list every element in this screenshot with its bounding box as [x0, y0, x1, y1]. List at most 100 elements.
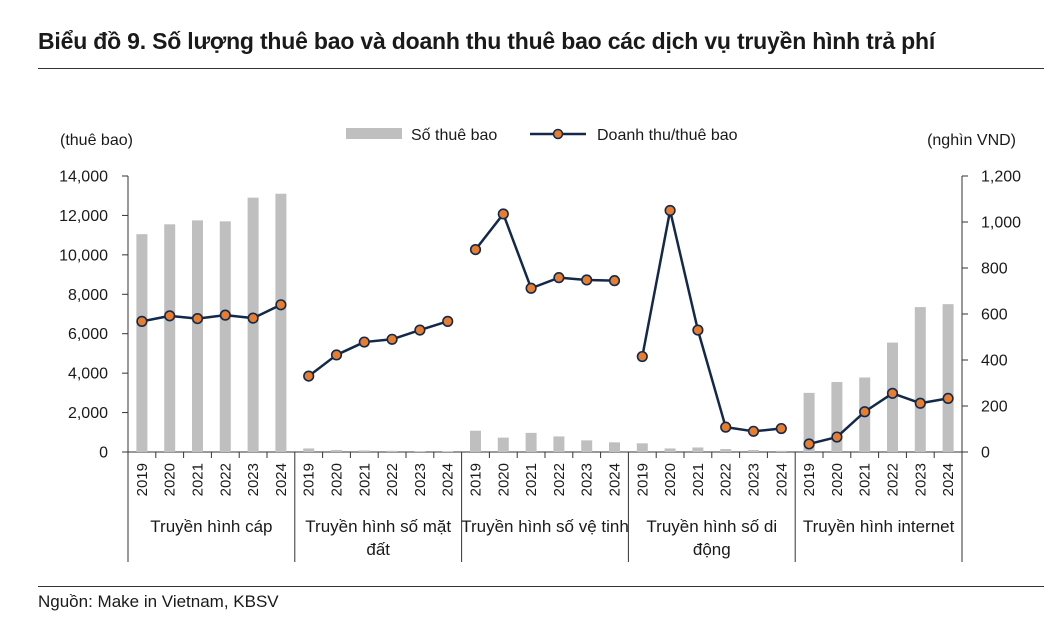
revenue-line: [141, 303, 282, 323]
revenue-point: [608, 275, 621, 287]
group-label: Truyền hình số vệ tinh: [461, 517, 629, 536]
year-label: 2019: [801, 463, 818, 496]
revenue-point: [747, 425, 760, 437]
source-divider: [38, 586, 1044, 587]
subscriber-bar: [386, 450, 398, 452]
year-label: 2021: [356, 463, 373, 496]
revenue-point: [914, 397, 926, 409]
revenue-point: [219, 309, 231, 321]
year-label: 2022: [551, 463, 568, 496]
revenue-point: [414, 324, 426, 336]
source-note: Nguồn: Make in Vietnam, KBSV: [38, 592, 279, 611]
subscriber-bar: [664, 448, 676, 452]
group-label: Truyền hình số mặt: [305, 517, 451, 536]
right-tick-label: 400: [981, 353, 1008, 370]
revenue-line: [474, 212, 615, 290]
subscriber-bar: [803, 392, 815, 452]
group-label: Truyền hình cáp: [150, 517, 272, 536]
year-label: 2021: [690, 463, 707, 496]
subscriber-bar: [748, 450, 759, 452]
subscriber-bar: [219, 221, 231, 452]
year-label: 2021: [523, 463, 540, 496]
revenue-point: [942, 392, 954, 405]
revenue-point: [831, 431, 843, 443]
lines-layer: [136, 204, 954, 450]
subscriber-bar: [609, 442, 620, 452]
revenue-point: [636, 350, 648, 363]
subscriber-bar: [470, 430, 481, 452]
year-label: 2023: [245, 463, 262, 496]
left-tick-label: 2,000: [68, 405, 108, 422]
left-tick-label: 12,000: [59, 208, 108, 225]
year-label: 2024: [773, 463, 790, 496]
revenue-point: [191, 313, 204, 325]
right-tick-label: 0: [981, 445, 990, 462]
subscriber-bar: [136, 234, 148, 452]
subscriber-bar: [942, 304, 954, 452]
legend-bar-label: Số thuê bao: [411, 127, 497, 144]
revenue-point: [886, 387, 899, 399]
subscriber-bar: [581, 440, 593, 452]
year-label: 2020: [829, 463, 846, 496]
labels-layer: 2019 2020 2021 2022 2023 2024 Truyền hình cáp 2…: [134, 463, 957, 559]
year-label: 2019: [134, 463, 151, 496]
chart-title: Biểu đồ 9. Số lượng thuê bao và doanh th…: [38, 28, 936, 54]
subscriber-bar: [358, 450, 370, 452]
subscriber-bar: [636, 443, 648, 452]
subscriber-bar: [720, 449, 732, 452]
revenue-point: [692, 324, 704, 336]
revenue-point: [525, 282, 537, 294]
right-axis-label: (nghìn VND): [927, 132, 1016, 149]
legend-marker-icon: [552, 128, 564, 140]
legend: Số thuê bao Doanh thu/thuê bao: [346, 127, 738, 144]
right-tick-label: 1,000: [981, 215, 1021, 232]
revenue-point: [553, 272, 565, 284]
year-label: 2024: [607, 463, 624, 496]
revenue-point: [330, 349, 343, 361]
revenue-point: [581, 274, 593, 286]
left-tick-label: 6,000: [68, 326, 108, 343]
left-tick-label: 14,000: [59, 169, 108, 186]
right-tick-label: 1,200: [981, 169, 1021, 186]
year-label: 2020: [329, 463, 346, 496]
revenue-point: [664, 204, 676, 217]
year-label: 2019: [634, 463, 651, 496]
revenue-point: [136, 315, 148, 327]
subscriber-bar: [414, 451, 426, 452]
left-tick-label: 4,000: [68, 366, 108, 383]
left-tick-label: 0: [99, 445, 108, 462]
revenue-line: [641, 209, 782, 433]
year-label: 2023: [912, 463, 929, 496]
left-tick-label: 10,000: [59, 247, 108, 264]
group-label: Truyền hình internet: [803, 517, 955, 536]
subscriber-bar: [303, 448, 315, 452]
revenue-point: [247, 312, 259, 324]
subscriber-bar: [525, 432, 537, 452]
subscriber-bar: [914, 307, 926, 452]
year-label: 2022: [384, 463, 401, 496]
axes-layer: 0 2,000 4,000 6,000 8,000 10,000 12,000 14,000 0…: [59, 169, 1021, 562]
year-label: 2022: [885, 463, 902, 496]
subscriber-bar: [553, 436, 565, 452]
year-label: 2023: [579, 463, 596, 496]
legend-line-label: Doanh thu/thuê bao: [597, 127, 738, 144]
subscriber-bar: [497, 437, 509, 452]
revenue-point: [469, 244, 482, 256]
right-tick-label: 200: [981, 399, 1008, 416]
subscriber-bar: [192, 220, 203, 452]
group-label: động: [693, 540, 731, 559]
group-label: Truyền hình số di: [646, 517, 777, 536]
revenue-point: [164, 310, 176, 322]
revenue-point: [720, 421, 732, 433]
legend-bar-swatch: [346, 128, 402, 139]
year-label: 2021: [190, 463, 207, 496]
year-label: 2024: [940, 463, 957, 496]
right-tick-label: 600: [981, 307, 1008, 324]
revenue-point: [303, 370, 315, 382]
revenue-line: [307, 320, 449, 378]
revenue-point: [442, 315, 454, 327]
year-label: 2020: [162, 463, 179, 496]
year-label: 2020: [662, 463, 679, 496]
revenue-point: [358, 336, 370, 348]
year-label: 2022: [718, 463, 735, 496]
